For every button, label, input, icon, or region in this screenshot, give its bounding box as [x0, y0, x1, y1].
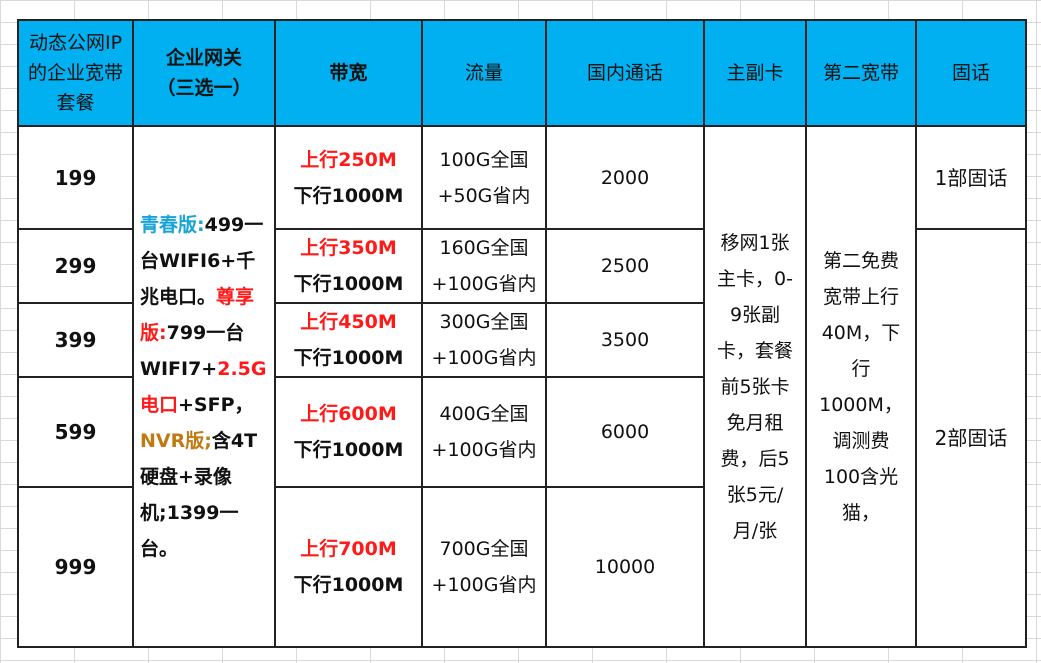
- price-cell: 599: [17, 376, 134, 488]
- header-sim: 主副卡: [703, 19, 807, 127]
- package-table: 动态公网IP的企业宽带套餐 企业网关（三选一） 带宽 流量 国内通话 主副卡 第…: [17, 19, 1027, 648]
- header-package-label: 动态公网IP的企业宽带套餐: [27, 32, 123, 114]
- table-row: 599 上行600M 下行1000M 400G全国 +100G省内 6000: [17, 376, 1026, 488]
- upload-speed: 上行600M: [300, 403, 397, 425]
- gateway-nvr-label: NVR版;: [140, 429, 212, 452]
- header-calls-label: 国内通话: [586, 62, 663, 84]
- header-row: 动态公网IP的企业宽带套餐 企业网关（三选一） 带宽 流量 国内通话 主副卡 第…: [17, 19, 1027, 127]
- gateway-premium-label: 尊享版:: [140, 285, 255, 344]
- table-row: 299 上行350M 下行1000M 160G全国 +100G省内 2500 2…: [17, 228, 1027, 648]
- flow-national: 160G全国: [439, 237, 529, 259]
- header-bandwidth: 带宽: [274, 19, 423, 127]
- price-cell: 399: [17, 302, 134, 378]
- header-flow: 流量: [421, 19, 547, 127]
- second-broadband-text: 第二免费宽带上行40M，下行1000M，调测费100含光猫，: [819, 249, 903, 524]
- flow-cell: 400G全国 +100G省内: [421, 376, 547, 488]
- gateway-premium-text-a: 799一台WIFI7+: [140, 321, 245, 380]
- price-cell: 999: [17, 486, 134, 648]
- flow-national: 100G全国: [439, 148, 529, 171]
- gateway-nvr-text: 含4T硬盘+录像机;1399一台。: [140, 429, 258, 560]
- calls-cell: 2500: [545, 228, 705, 304]
- calls-cell: 3500: [545, 302, 705, 378]
- gateway-premium-text-b: +SFP，: [178, 393, 254, 416]
- flow-cell: 100G全国 +50G省内: [421, 125, 547, 230]
- gateway-youth-label: 青春版:: [140, 213, 205, 236]
- header-landline-label: 固话: [951, 62, 990, 84]
- gateway-premium-red: 2.5G电口: [140, 357, 267, 416]
- header-landline: 固话: [915, 19, 1027, 127]
- upload-speed: 上行700M: [300, 538, 397, 560]
- calls-cell: 2000: [545, 125, 705, 230]
- flow-national: 400G全国: [439, 403, 529, 425]
- flow-provincial: +100G省内: [431, 574, 537, 596]
- upload-speed: 上行450M: [300, 311, 397, 333]
- bandwidth-cell: 上行350M 下行1000M: [274, 228, 423, 304]
- flow-cell: 160G全国 +100G省内: [421, 228, 547, 304]
- header-gateway: 企业网关（三选一）: [132, 19, 276, 127]
- bandwidth-cell: 上行250M 下行1000M: [274, 125, 423, 230]
- table-row: 999 上行700M 下行1000M 700G全国 +100G省内 10000: [17, 486, 1026, 648]
- header-package: 动态公网IP的企业宽带套餐: [17, 19, 134, 127]
- flow-provincial: +50G省内: [437, 184, 531, 207]
- calls-cell: 10000: [545, 486, 705, 648]
- table-row: 199 青春版:499一台WIFI6+千兆电口。尊享版:799一台WIFI7+2…: [17, 125, 1027, 648]
- gateway-cell: 青春版:499一台WIFI6+千兆电口。尊享版:799一台WIFI7+2.5G电…: [132, 125, 276, 648]
- download-speed: 下行1000M: [293, 574, 404, 596]
- header-bandwidth-label: 带宽: [329, 62, 368, 84]
- sim-cell: 移网1张主卡，0-9张副卡，套餐前5张卡免月租费，后5张5元/月/张: [703, 125, 807, 648]
- header-second-broadband: 第二宽带: [805, 19, 917, 127]
- landline-cell-1: 1部固话: [915, 125, 1027, 230]
- flow-provincial: +100G省内: [431, 273, 537, 295]
- download-speed: 下行1000M: [293, 439, 404, 461]
- download-speed: 下行1000M: [293, 184, 404, 207]
- flow-cell: 700G全国 +100G省内: [421, 486, 547, 648]
- flow-cell: 300G全国 +100G省内: [421, 302, 547, 378]
- second-broadband-cell: 第二免费宽带上行40M，下行1000M，调测费100含光猫，: [805, 125, 917, 648]
- package-table-container: 动态公网IP的企业宽带套餐 企业网关（三选一） 带宽 流量 国内通话 主副卡 第…: [17, 19, 1027, 648]
- download-speed: 下行1000M: [293, 347, 404, 369]
- price-cell: 299: [17, 228, 134, 304]
- price-cell: 199: [17, 125, 134, 230]
- flow-provincial: +100G省内: [431, 439, 537, 461]
- landline-cell-2: 2部固话: [915, 228, 1027, 648]
- upload-speed: 上行250M: [300, 148, 397, 171]
- flow-national: 300G全国: [439, 311, 529, 333]
- flow-national: 700G全国: [439, 538, 529, 560]
- header-sim-label: 主副卡: [726, 62, 784, 84]
- header-gateway-label: 企业网关（三选一）: [156, 47, 252, 99]
- table-row: 399 上行450M 下行1000M 300G全国 +100G省内 3500: [17, 302, 1026, 378]
- header-flow-label: 流量: [464, 62, 503, 84]
- upload-speed: 上行350M: [300, 237, 397, 259]
- bandwidth-cell: 上行450M 下行1000M: [274, 302, 423, 378]
- sim-text: 移网1张主卡，0-9张副卡，套餐前5张卡免月租费，后5张5元/月/张: [716, 231, 793, 542]
- header-calls: 国内通话: [545, 19, 705, 127]
- download-speed: 下行1000M: [293, 273, 404, 295]
- calls-cell: 6000: [545, 376, 705, 488]
- bandwidth-cell: 上行600M 下行1000M: [274, 376, 423, 488]
- gateway-youth-text: 499一台WIFI6+千兆电口。: [140, 213, 264, 308]
- flow-provincial: +100G省内: [431, 347, 537, 369]
- header-second-broadband-label: 第二宽带: [822, 62, 899, 84]
- bandwidth-cell: 上行700M 下行1000M: [274, 486, 423, 648]
